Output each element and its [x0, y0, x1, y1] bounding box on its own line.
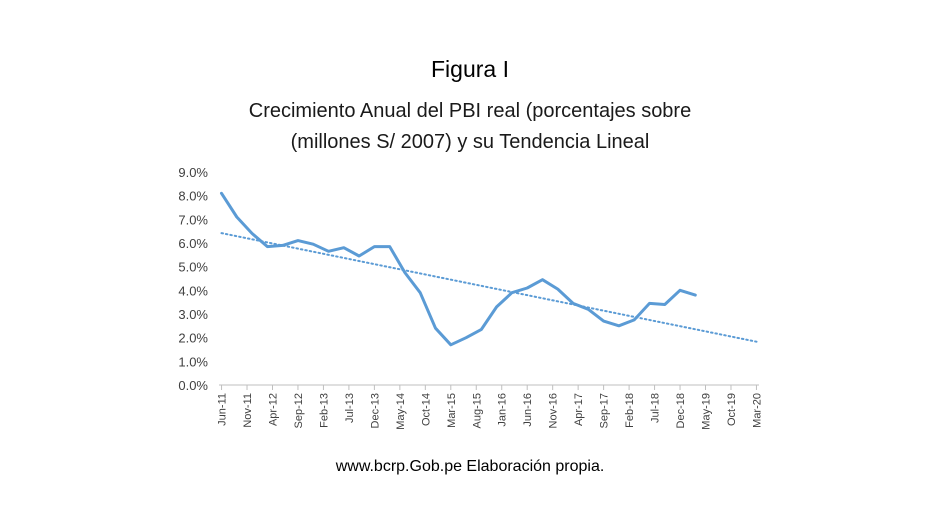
x-tick-label: Jan-16 — [497, 393, 509, 427]
y-tick-label: 9.0% — [178, 165, 208, 180]
chart-title-line-1: Crecimiento Anual del PBI real (porcenta… — [248, 100, 692, 122]
figure-label: Figura I — [431, 56, 509, 82]
x-tick-label: Apr-12 — [267, 393, 279, 426]
x-tick-label: Nov-16 — [548, 393, 560, 428]
y-tick-label: 0.0% — [178, 378, 208, 393]
trend-line — [220, 232, 758, 343]
y-tick-label: 2.0% — [178, 331, 208, 346]
x-tick-label: Mar-15 — [446, 393, 458, 428]
x-tick-label: May-19 — [701, 393, 713, 430]
x-tick-label: Dec-13 — [369, 393, 381, 428]
chart-title: Crecimiento Anual del PBI real (porcenta… — [0, 96, 940, 158]
x-tick-label: Oct-14 — [420, 393, 432, 426]
x-tick-label: Sep-12 — [293, 393, 305, 428]
x-tick-label: Feb-18 — [624, 393, 636, 428]
x-tick-label: Jul-18 — [650, 393, 662, 423]
x-tick-label: May-14 — [395, 393, 407, 430]
x-tick-label: Dec-18 — [675, 393, 687, 428]
y-tick-label: 5.0% — [178, 260, 208, 275]
gdp-growth-line — [220, 191, 697, 347]
x-tick-label: Sep-17 — [599, 393, 611, 428]
y-tick-label: 1.0% — [178, 354, 208, 369]
y-tick-label: 7.0% — [178, 212, 208, 227]
x-tick-label: Jun-11 — [217, 393, 229, 426]
y-tick-label: 6.0% — [178, 236, 208, 251]
y-tick-label: 4.0% — [178, 283, 208, 298]
x-tick-label: Aug-15 — [471, 393, 483, 428]
x-tick-label: Oct-19 — [726, 393, 738, 426]
chart-title-line-2: (millones S/ 2007) y su Tendencia Lineal — [290, 131, 650, 153]
x-tick-label: Jun-16 — [522, 393, 534, 427]
y-tick-label: 8.0% — [178, 189, 208, 204]
source-note: www.bcrp.Gob.pe Elaboración propia. — [335, 458, 605, 475]
x-tick-label: Feb-13 — [318, 393, 330, 428]
x-tick-label: Apr-17 — [573, 393, 585, 426]
x-tick-label: Mar-20 — [751, 393, 763, 428]
x-tick-label: Jul-13 — [344, 393, 356, 423]
x-tick-label: Nov-11 — [242, 393, 254, 428]
y-tick-label: 3.0% — [178, 307, 208, 322]
